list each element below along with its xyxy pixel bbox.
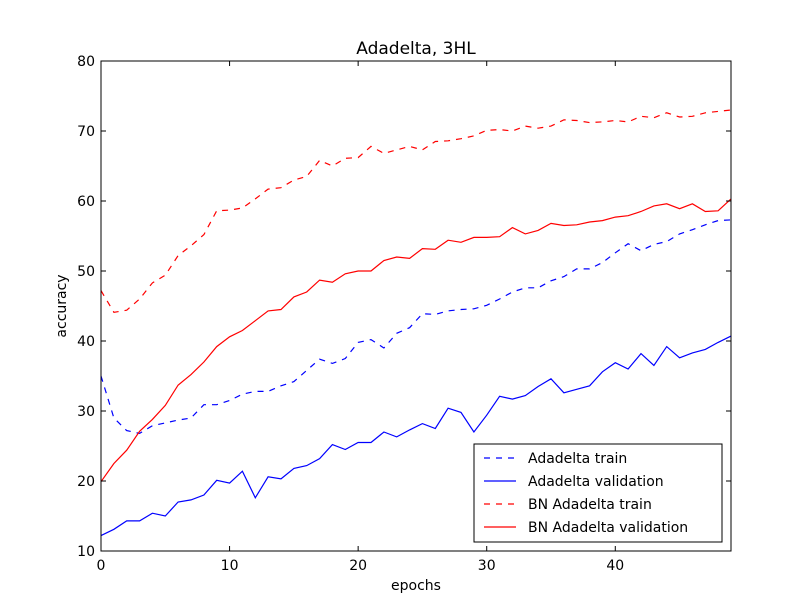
y-tick-label: 60 [77,194,95,210]
x-tick-label: 30 [478,558,496,574]
x-tick-label: 20 [349,558,367,574]
y-tick-label: 70 [77,124,95,140]
chart-title: Adadelta, 3HL [356,39,476,59]
y-tick-label: 50 [77,264,95,280]
series-line-bn-adadelta-train [100,109,732,313]
y-axis-label: accuracy [54,274,70,337]
series-line-bn-adadelta-validation [100,198,732,483]
legend-label: Adadelta validation [528,474,664,490]
y-tick-label: 40 [77,334,95,350]
x-tick-label: 10 [221,558,239,574]
series-layer [100,109,732,537]
x-tick-label: 0 [97,558,106,574]
legend-label: BN Adadelta train [528,497,652,513]
legend: Adadelta train Adadelta validation BN Adad… [473,443,723,543]
legend-label: Adadelta train [528,451,627,467]
y-tick-label: 10 [77,544,95,560]
series-line-adadelta-train [100,219,732,435]
legend-box [473,443,723,543]
y-tick-label: 30 [77,404,95,420]
series-line-adadelta-validation [100,335,732,537]
y-tick-label: 80 [77,54,95,70]
plot-frame [100,60,732,552]
legend-label: BN Adadelta validation [528,520,688,536]
x-axis-label: epochs [391,578,441,594]
x-tick-label: 40 [606,558,624,574]
y-tick-label: 20 [77,474,95,490]
